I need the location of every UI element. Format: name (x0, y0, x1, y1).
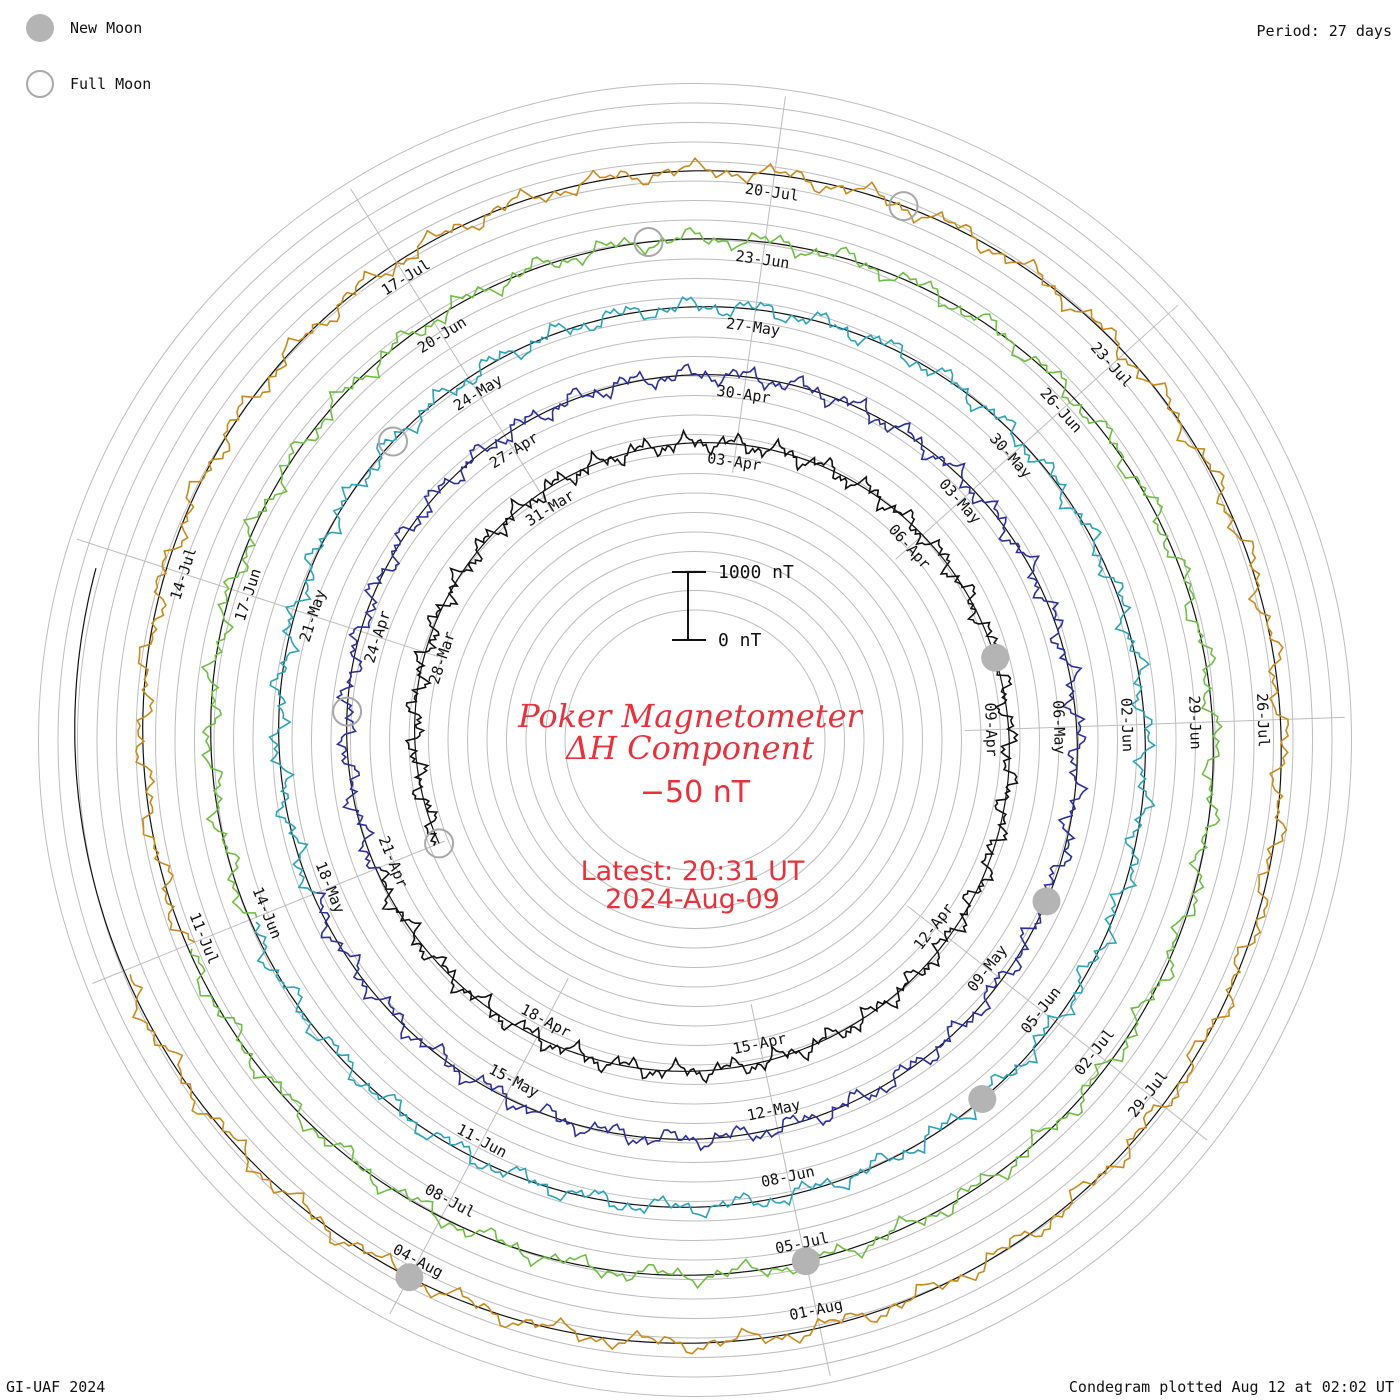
grid-ring (96, 141, 1294, 1339)
moon-markers (332, 191, 1061, 1292)
grid-spoke (350, 188, 553, 512)
series-lines (129, 157, 1290, 1355)
date-label: 26-Jul (1253, 693, 1273, 748)
grid-ring (467, 512, 923, 968)
grid-ring (330, 375, 1060, 1105)
new-moon-marker (968, 1085, 997, 1113)
series-line-cycle-3 (190, 227, 1223, 1290)
grid-ring (311, 356, 1079, 1124)
grid-ring (506, 551, 884, 929)
grid-ring (38, 83, 1352, 1397)
series-line-cycle-0 (378, 428, 1019, 1084)
legend-new-moon-label: New Moon (70, 19, 143, 37)
baseline-spiral (74, 170, 1282, 1344)
date-label: 20-Jul (744, 180, 800, 205)
title-line-2: ΔH Component (565, 729, 815, 767)
full-moon-marker (424, 828, 455, 859)
date-label: 06-May (1049, 700, 1069, 755)
full-moon-marker (888, 191, 919, 222)
date-label: 27-May (725, 314, 781, 339)
grid-ring (291, 336, 1099, 1144)
grid-spoke (964, 716, 1345, 732)
grid-ring (116, 161, 1274, 1319)
date-label: 18-May (312, 859, 349, 916)
grid-spoke (907, 905, 1208, 1141)
series-line-cycle-4 (129, 157, 1290, 1355)
grid-ring (369, 414, 1021, 1066)
date-label: 21-Apr (375, 833, 412, 890)
new-moon-marker (1032, 887, 1061, 916)
grid-ring (135, 180, 1255, 1300)
legend-new-moon: New Moon (26, 14, 142, 42)
legend-full-moon: Full Moon (26, 70, 151, 98)
scale-bar (672, 571, 706, 641)
series-line-cycle-1 (316, 363, 1089, 1152)
grid-ring (213, 258, 1177, 1222)
grid-ring (194, 239, 1196, 1241)
period-label: Period: 27 days (1256, 22, 1392, 40)
plotted-label: Condegram plotted Aug 12 at 02:02 UT (1068, 1378, 1394, 1396)
grid-ring (174, 219, 1216, 1261)
date-label: 29-Jun (1185, 695, 1205, 750)
latest-time: Latest: 20:31 UT (580, 856, 805, 887)
new-moon-marker (395, 1263, 424, 1292)
date-label: 11-Jul (186, 910, 223, 967)
title-line-1: Poker Magnetometer (518, 697, 862, 735)
credit-label: GI-UAF 2024 (6, 1378, 106, 1396)
new-moon-marker (791, 1247, 820, 1276)
grid-spoke (895, 304, 1179, 560)
series-line-cycle-2 (254, 296, 1157, 1219)
date-label: 05-Jun (1017, 983, 1065, 1037)
grid-spoke (92, 840, 445, 984)
date-label: 12-May (745, 1096, 802, 1125)
date-label: 02-Jun (1117, 697, 1137, 752)
grid-spoke (732, 96, 786, 473)
scale-top-label: 1000 nT (718, 562, 794, 583)
grid-ring (486, 531, 904, 949)
date-label: 23-Jun (734, 247, 790, 272)
grid-ring (77, 122, 1313, 1358)
offset-label: −50 nT (639, 775, 751, 810)
full-moon-marker (633, 227, 664, 257)
grid-ring (428, 473, 962, 1007)
date-label: 09-Apr (981, 702, 1001, 757)
grid-ring (252, 297, 1138, 1183)
new-moon-icon (26, 14, 54, 42)
grid-ring (389, 434, 1001, 1046)
grid-spoke (750, 1003, 831, 1376)
new-moon-marker (981, 643, 1010, 672)
chart-title: Poker Magnetometer ΔH Component (490, 700, 890, 764)
date-label: 27-Apr (486, 428, 541, 472)
full-moon-marker (378, 426, 408, 457)
grid-ring (447, 492, 943, 988)
latest-date: 2024-Aug-09 (605, 884, 780, 915)
grid-spoke (76, 538, 439, 658)
grid-ring (155, 200, 1235, 1280)
date-label: 03-Apr (706, 449, 762, 474)
full-moon-icon (26, 70, 54, 98)
grid-ring (233, 278, 1157, 1202)
grid-ring (545, 590, 845, 890)
grid-ring (57, 102, 1333, 1378)
full-moon-marker (332, 696, 363, 727)
scale-bottom-label: 0 nT (718, 630, 762, 651)
grid-ring (564, 609, 826, 871)
grid-rings (38, 83, 1352, 1397)
base-rings (74, 170, 1282, 1344)
latest-reading: Latest: 20:31 UT 2024-Aug-09 (520, 858, 865, 914)
legend-full-moon-label: Full Moon (70, 75, 152, 93)
grid-ring (350, 395, 1040, 1085)
